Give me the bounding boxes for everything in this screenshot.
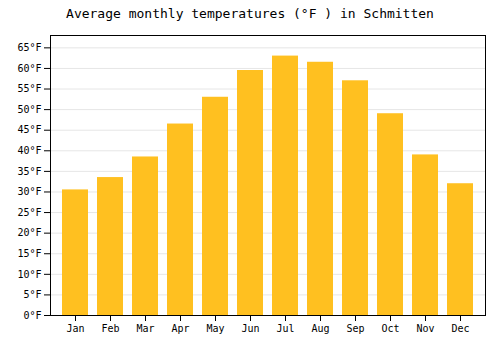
svg-text:55°F: 55°F [17, 83, 41, 94]
svg-text:35°F: 35°F [17, 166, 41, 177]
svg-text:Jun: Jun [241, 323, 259, 334]
svg-text:Oct: Oct [381, 323, 399, 334]
svg-text:10°F: 10°F [17, 269, 41, 280]
svg-text:May: May [206, 323, 224, 334]
svg-text:60°F: 60°F [17, 63, 41, 74]
svg-text:Apr: Apr [171, 323, 189, 334]
html-text:Average monthly temperatures (: Average monthly temperatures (°F ) in Sc… [66, 6, 434, 21]
svg-text:45°F: 45°F [17, 124, 41, 135]
svg-text:Mar: Mar [136, 323, 154, 334]
svg-text:Jan: Jan [66, 323, 84, 334]
svg-text:65°F: 65°F [17, 42, 41, 53]
svg-text:Nov: Nov [416, 323, 434, 334]
svg-text:50°F: 50°F [17, 104, 41, 115]
svg-text:25°F: 25°F [17, 207, 41, 218]
svg-text:Sep: Sep [346, 323, 364, 334]
svg-text:40°F: 40°F [17, 145, 41, 156]
svg-text:15°F: 15°F [17, 248, 41, 259]
svg-text:20°F: 20°F [17, 227, 41, 238]
svg-text:Feb: Feb [101, 323, 119, 334]
svg-text:Dec: Dec [451, 323, 469, 334]
svg-text:5°F: 5°F [23, 289, 41, 300]
svg-text:Jul: Jul [276, 323, 294, 334]
svg-text:0°F: 0°F [23, 310, 41, 321]
svg-text:30°F: 30°F [17, 186, 41, 197]
svg-text:Aug: Aug [311, 323, 329, 334]
